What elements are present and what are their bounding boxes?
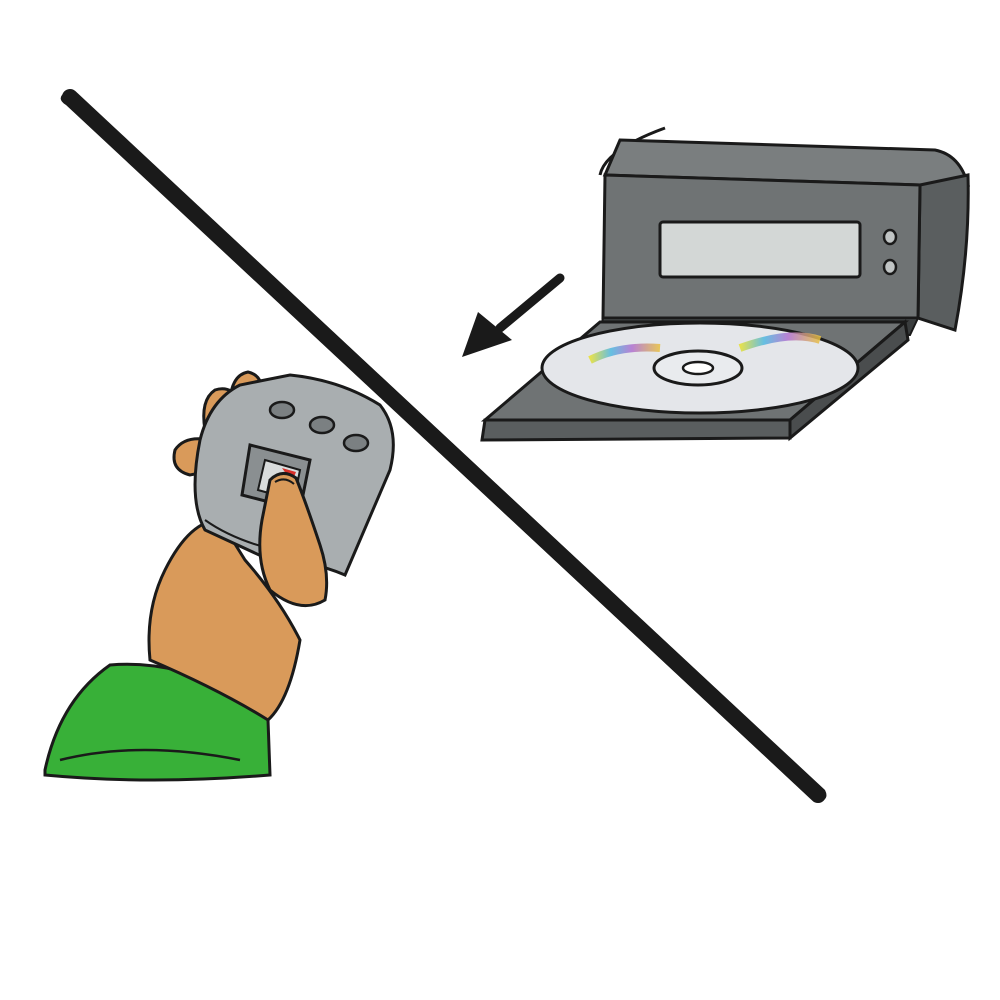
prohibition-slash-icon	[60, 89, 827, 803]
arrow-down-left-icon	[462, 273, 565, 357]
compact-disc-icon	[540, 321, 860, 415]
hand-holding-device-icon	[43, 370, 395, 782]
